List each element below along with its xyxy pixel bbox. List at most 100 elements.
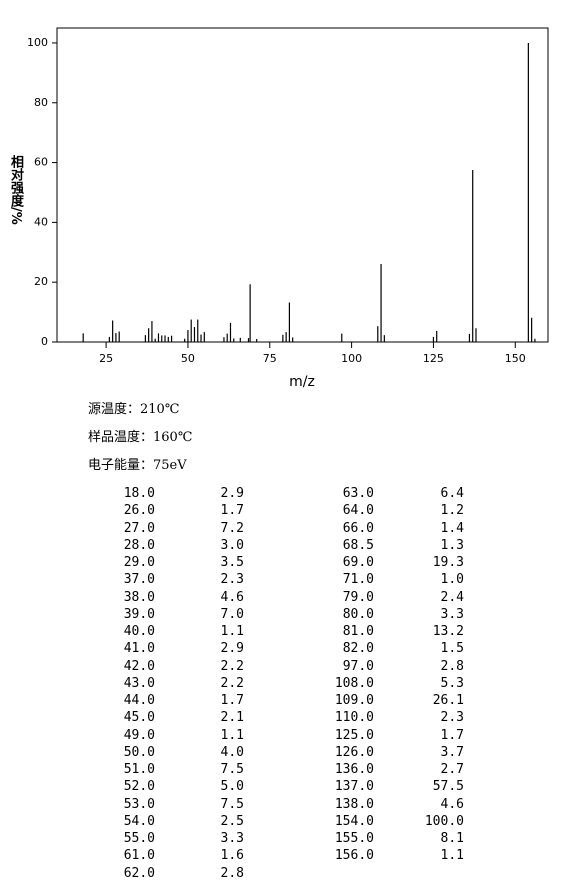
mz-cell: 108.0 bbox=[334, 675, 374, 691]
y-tick-label: 100 bbox=[27, 36, 48, 49]
intensity-cell: 2.2 bbox=[220, 658, 244, 674]
mz-cell: 40.0 bbox=[123, 624, 155, 639]
mz-cell: 49.0 bbox=[123, 727, 155, 743]
intensity-cell: 1.7 bbox=[220, 693, 244, 708]
mz-cell: 71.0 bbox=[342, 572, 374, 588]
intensity-cell: 26.1 bbox=[432, 693, 464, 708]
intensity-cell: 7.2 bbox=[220, 520, 244, 536]
mz-cell: 66.0 bbox=[342, 520, 374, 536]
x-tick-label: 25 bbox=[99, 352, 113, 365]
intensity-cell: 1.1 bbox=[440, 848, 464, 864]
intensity-cell: 19.3 bbox=[432, 555, 464, 570]
intensity-cell: 5.0 bbox=[220, 779, 244, 795]
y-tick-label: 60 bbox=[34, 156, 48, 169]
mz-cell: 80.0 bbox=[342, 606, 374, 622]
intensity-cell: 7.0 bbox=[220, 606, 244, 622]
mz-cell: 61.0 bbox=[123, 848, 155, 864]
mz-cell: 110.0 bbox=[334, 710, 374, 726]
mz-cell: 39.0 bbox=[123, 606, 155, 622]
intensity-cell: 1.1 bbox=[220, 727, 244, 743]
mz-cell: 51.0 bbox=[123, 762, 155, 777]
intensity-cell: 1.4 bbox=[440, 520, 464, 536]
intensity-cell: 57.5 bbox=[432, 779, 464, 795]
mz-cell: 154.0 bbox=[334, 813, 374, 829]
mz-cell: 27.0 bbox=[123, 520, 155, 536]
y-tick-label: 80 bbox=[34, 96, 48, 109]
intensity-cell: 2.3 bbox=[220, 572, 244, 588]
y-tick-label: 40 bbox=[34, 215, 48, 228]
intensity-cell: 1.2 bbox=[440, 503, 464, 519]
intensity-cell: 5.3 bbox=[440, 675, 464, 691]
intensity-cell: 2.7 bbox=[440, 762, 464, 777]
x-tick-label: 100 bbox=[341, 352, 362, 365]
mz-cell: 62.0 bbox=[123, 865, 155, 881]
intensity-cell: 2.5 bbox=[220, 813, 244, 829]
intensity-cell: 2.2 bbox=[220, 675, 244, 691]
intensity-cell: 4.6 bbox=[220, 589, 244, 605]
mz-cell: 136.0 bbox=[334, 762, 374, 777]
intensity-cell: 2.8 bbox=[220, 865, 244, 881]
intensity-cell: 2.4 bbox=[440, 589, 464, 605]
intensity-cell: 100.0 bbox=[424, 813, 464, 829]
info-line: 源温度：210℃ bbox=[88, 402, 180, 417]
intensity-cell: 1.1 bbox=[220, 624, 244, 639]
intensity-cell: 4.6 bbox=[440, 796, 464, 812]
intensity-cell: 2.9 bbox=[220, 641, 244, 657]
intensity-cell: 1.0 bbox=[440, 572, 464, 588]
mz-cell: 50.0 bbox=[123, 744, 155, 760]
mz-cell: 109.0 bbox=[334, 693, 374, 708]
intensity-cell: 3.0 bbox=[220, 537, 244, 553]
intensity-cell: 1.3 bbox=[440, 537, 464, 553]
intensity-cell: 4.0 bbox=[220, 744, 244, 760]
mz-cell: 53.0 bbox=[123, 796, 155, 812]
mz-cell: 37.0 bbox=[123, 572, 155, 588]
mz-cell: 55.0 bbox=[123, 831, 155, 846]
intensity-cell: 1.7 bbox=[220, 503, 244, 519]
intensity-cell: 3.3 bbox=[220, 831, 244, 846]
x-tick-label: 125 bbox=[423, 352, 444, 365]
plot-frame bbox=[56, 27, 549, 343]
mz-cell: 82.0 bbox=[342, 641, 374, 657]
mz-cell: 69.0 bbox=[342, 555, 374, 570]
mz-cell: 29.0 bbox=[123, 555, 155, 570]
mz-cell: 126.0 bbox=[334, 744, 374, 760]
mz-cell: 45.0 bbox=[123, 710, 155, 726]
intensity-cell: 1.7 bbox=[440, 727, 464, 743]
x-tick-label: 150 bbox=[505, 352, 526, 365]
x-axis-label: m/z bbox=[289, 374, 315, 390]
intensity-cell: 2.3 bbox=[440, 710, 464, 726]
mz-cell: 125.0 bbox=[334, 727, 374, 743]
mz-cell: 97.0 bbox=[342, 658, 374, 674]
mz-cell: 18.0 bbox=[123, 486, 155, 501]
mz-cell: 156.0 bbox=[334, 848, 374, 864]
mz-cell: 42.0 bbox=[123, 658, 155, 674]
intensity-cell: 6.4 bbox=[440, 486, 464, 501]
mz-cell: 43.0 bbox=[123, 675, 155, 691]
y-tick-label: 20 bbox=[34, 275, 48, 288]
mz-cell: 79.0 bbox=[342, 589, 374, 605]
intensity-cell: 1.6 bbox=[220, 848, 244, 864]
intensity-cell: 3.5 bbox=[220, 555, 244, 570]
intensity-cell: 2.9 bbox=[220, 486, 244, 501]
mz-cell: 38.0 bbox=[123, 589, 155, 605]
x-tick-label: 75 bbox=[263, 352, 277, 365]
chart: m/z 0 20 40 60 80 100 25 50 75 100 125 150 bbox=[27, 27, 549, 390]
mz-cell: 28.0 bbox=[123, 537, 155, 553]
intensity-cell: 8.1 bbox=[440, 831, 464, 846]
mz-cell: 137.0 bbox=[334, 779, 374, 795]
intensity-cell: 3.7 bbox=[440, 744, 464, 760]
intensity-cell: 3.3 bbox=[440, 606, 464, 622]
mz-cell: 54.0 bbox=[123, 813, 155, 829]
y-tick-label: 0 bbox=[41, 335, 48, 348]
mz-cell: 44.0 bbox=[123, 693, 155, 708]
mz-cell: 52.0 bbox=[123, 779, 155, 795]
mz-cell: 81.0 bbox=[342, 624, 374, 639]
info-line: 样品温度：160℃ bbox=[88, 430, 193, 445]
mz-cell: 26.0 bbox=[123, 503, 155, 519]
intensity-cell: 13.2 bbox=[432, 624, 464, 639]
intensity-cell: 7.5 bbox=[220, 796, 244, 812]
mz-cell: 41.0 bbox=[123, 641, 155, 657]
y-axis-label: 相对强度/% bbox=[8, 155, 23, 225]
intensity-cell: 1.5 bbox=[440, 641, 464, 657]
